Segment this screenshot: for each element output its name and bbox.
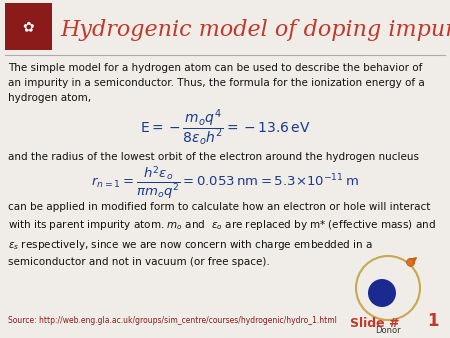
Text: The simple model for a hydrogen atom can be used to describe the behavior of
an : The simple model for a hydrogen atom can… <box>8 63 425 103</box>
Circle shape <box>368 279 396 307</box>
Circle shape <box>407 258 414 266</box>
Text: and the radius of the lowest orbit of the electron around the hydrogen nucleus: and the radius of the lowest orbit of th… <box>8 152 419 162</box>
Text: Source: http://web.eng.gla.ac.uk/groups/sim_centre/courses/hydrogenic/hydro_1.ht: Source: http://web.eng.gla.ac.uk/groups/… <box>8 316 337 325</box>
Text: can be applied in modified form to calculate how an electron or hole will intera: can be applied in modified form to calcu… <box>8 202 436 267</box>
FancyBboxPatch shape <box>5 3 52 50</box>
Text: Donor: Donor <box>375 326 401 335</box>
Text: ✿: ✿ <box>22 20 34 34</box>
Text: $\mathrm{E} = -\dfrac{m_o q^4}{8\varepsilon_o h^2} = -13.6\,\mathrm{eV}$: $\mathrm{E} = -\dfrac{m_o q^4}{8\varepsi… <box>140 107 310 148</box>
Text: 1: 1 <box>427 312 438 330</box>
Text: Slide #: Slide # <box>350 317 400 330</box>
Text: $r_{n=1} = \dfrac{h^2\varepsilon_o}{\pi m_o q^2} = 0.053\,\mathrm{nm} = 5.3{\tim: $r_{n=1} = \dfrac{h^2\varepsilon_o}{\pi … <box>91 165 359 201</box>
Text: Hydrogenic model of doping impurities: Hydrogenic model of doping impurities <box>60 19 450 41</box>
